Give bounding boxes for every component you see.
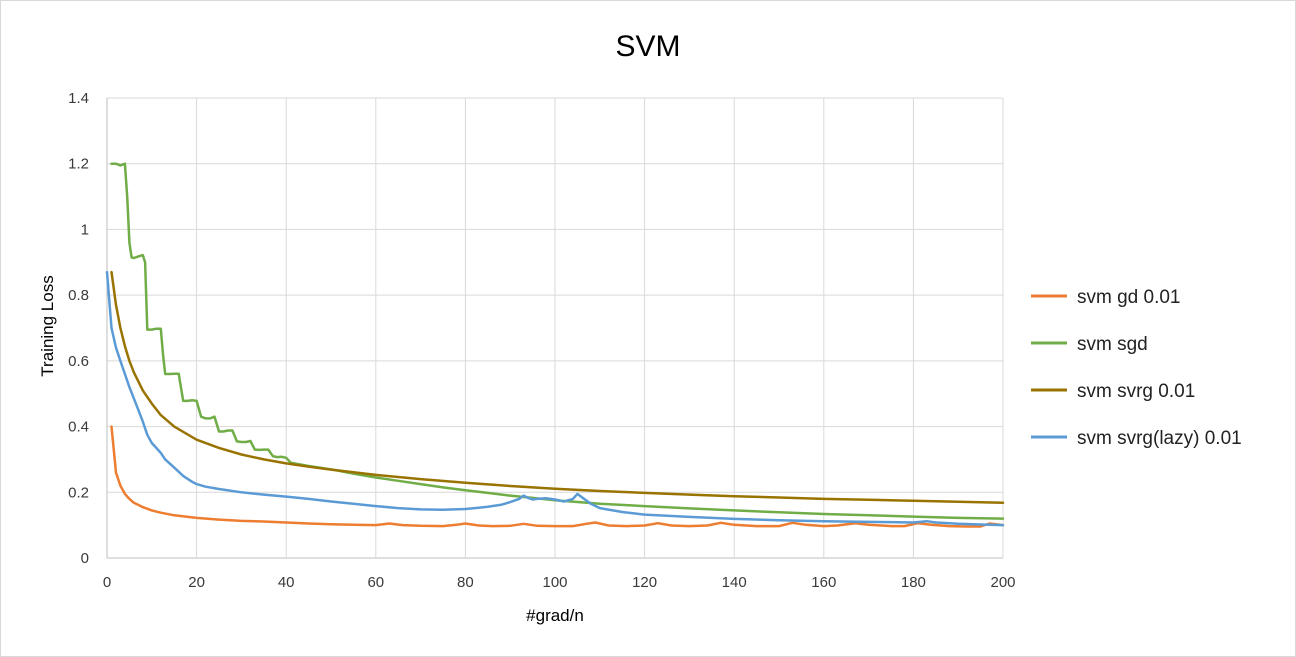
series-line-1 — [110, 162, 1005, 520]
series-line-0 — [110, 425, 1005, 528]
y-tick-label: 0.8 — [68, 287, 89, 304]
x-tick-label: 40 — [278, 574, 295, 591]
y-tick-label: 0 — [81, 550, 89, 567]
x-tick-label: 180 — [901, 574, 926, 591]
x-tick-label: 20 — [188, 574, 205, 591]
y-axis-title: Training Loss — [38, 275, 57, 376]
x-tick-label: 200 — [990, 574, 1015, 591]
y-tick-label: 1 — [81, 221, 89, 238]
y-tick-label: 0.4 — [68, 419, 89, 436]
legend-label: svm sgd — [1077, 334, 1148, 355]
legend-label: svm gd 0.01 — [1077, 287, 1181, 308]
y-tick-label: 1.2 — [68, 156, 89, 173]
series-line-2 — [110, 270, 1005, 505]
x-tick-label: 0 — [103, 574, 111, 591]
legend-label: svm svrg(lazy) 0.01 — [1077, 428, 1242, 449]
x-axis-title: #grad/n — [526, 606, 584, 625]
series-line-3 — [105, 270, 1005, 527]
x-tick-label: 140 — [722, 574, 747, 591]
x-tick-label: 80 — [457, 574, 474, 591]
y-tick-label: 1.4 — [68, 90, 89, 107]
x-tick-label: 160 — [811, 574, 836, 591]
x-tick-label: 60 — [367, 574, 384, 591]
y-tick-label: 0.6 — [68, 353, 89, 370]
x-axis-ticks: 0 20 40 60 80 100 120 140 160 180 200 — [103, 574, 1016, 591]
y-axis-ticks: 0 0.2 0.4 0.6 0.8 1 1.2 1.4 — [68, 90, 89, 567]
x-tick-label: 100 — [542, 574, 567, 591]
legend: svm gd 0.01 svm sgd svm svrg 0.01 svm svrg(… — [1031, 287, 1242, 449]
y-tick-label: 0.2 — [68, 484, 89, 501]
grid-lines — [106, 97, 1004, 559]
legend-label: svm svrg 0.01 — [1077, 381, 1195, 402]
series-lines — [105, 162, 1005, 528]
x-tick-label: 120 — [632, 574, 657, 591]
chart-title: SVM — [615, 30, 680, 63]
